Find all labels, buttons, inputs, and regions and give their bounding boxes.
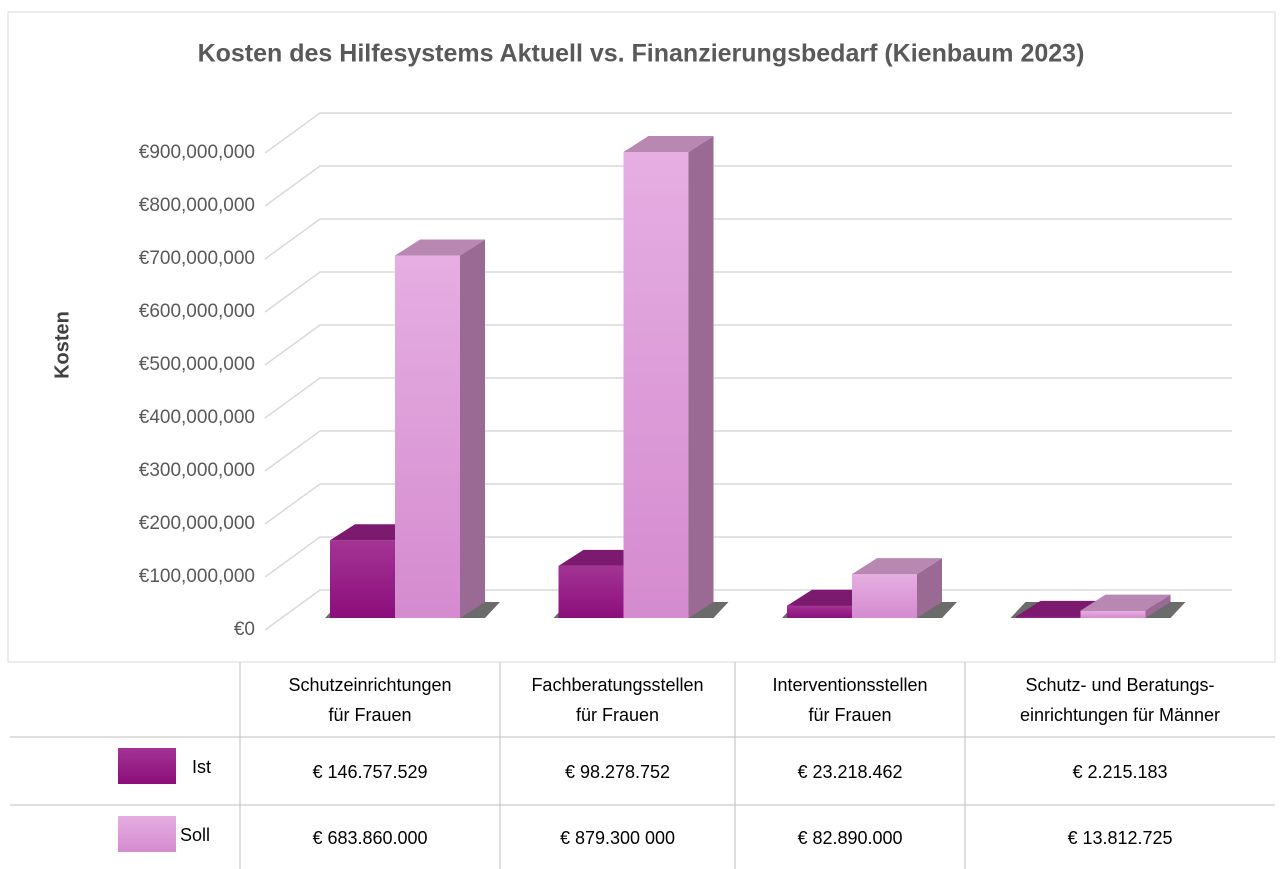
y-tick-label: €800,000,000 bbox=[139, 195, 255, 216]
chart-title: Kosten des Hilfesystems Aktuell vs. Fina… bbox=[198, 40, 1085, 68]
grid-line bbox=[264, 377, 1232, 419]
value-label: € 23.218.462 bbox=[797, 761, 903, 782]
y-tick-label: €200,000,000 bbox=[139, 513, 255, 534]
category-label: Fachberatungsstellen für Frauen bbox=[531, 675, 704, 725]
bar bbox=[623, 151, 689, 618]
legend-swatch bbox=[118, 748, 176, 784]
y-tick-label: €300,000,000 bbox=[139, 460, 255, 481]
bar-top bbox=[1080, 594, 1171, 611]
bar bbox=[558, 565, 624, 618]
bar bbox=[787, 605, 852, 618]
grid-line bbox=[264, 112, 1232, 154]
bar bbox=[1080, 610, 1146, 618]
bar-side bbox=[1145, 594, 1171, 618]
y-tick-label: €100,000,000 bbox=[139, 566, 255, 587]
bar-top bbox=[395, 239, 485, 256]
value-label: € 82.890.000 bbox=[797, 827, 903, 848]
category-label: Schutzeinrichtungen für Frauen bbox=[288, 675, 452, 725]
bar-side bbox=[460, 239, 485, 618]
bar bbox=[330, 540, 395, 618]
bar-top bbox=[623, 135, 714, 152]
y-tick-label: €600,000,000 bbox=[139, 301, 255, 322]
value-label: € 683.860.000 bbox=[312, 827, 428, 848]
bar bbox=[852, 574, 917, 618]
legend-label: Soll bbox=[180, 825, 210, 845]
value-label: € 879.300 000 bbox=[559, 827, 676, 848]
bar-side bbox=[917, 558, 942, 618]
grid-line bbox=[264, 536, 1232, 578]
y-tick-label: €900,000,000 bbox=[139, 142, 255, 163]
value-label: € 98.278.752 bbox=[564, 761, 671, 782]
bar bbox=[1015, 616, 1081, 618]
grid-line bbox=[264, 165, 1232, 207]
grid-line bbox=[264, 218, 1232, 260]
grid-line bbox=[264, 271, 1232, 313]
grid-line bbox=[264, 430, 1232, 472]
y-axis-label: Kosten bbox=[51, 311, 73, 379]
bar bbox=[395, 255, 460, 618]
value-label: € 2.215.183 bbox=[1072, 761, 1168, 782]
y-tick-label: €0 bbox=[234, 619, 255, 640]
value-label: € 13.812.725 bbox=[1067, 827, 1173, 848]
legend-label: Ist bbox=[192, 757, 211, 777]
bar-side bbox=[688, 135, 714, 618]
bar-top bbox=[852, 558, 942, 575]
category-label: Interventionsstellen für Frauen bbox=[772, 675, 928, 725]
y-tick-label: €700,000,000 bbox=[139, 248, 255, 269]
grid-line bbox=[264, 324, 1232, 366]
category-label: Schutz- und Beratungs- einrichtungen für… bbox=[1019, 675, 1221, 725]
value-label: € 146.757.529 bbox=[312, 761, 428, 782]
y-tick-label: €500,000,000 bbox=[139, 354, 255, 375]
grid-line bbox=[264, 483, 1232, 525]
legend-swatch bbox=[118, 816, 176, 852]
y-tick-label: €400,000,000 bbox=[139, 407, 255, 428]
